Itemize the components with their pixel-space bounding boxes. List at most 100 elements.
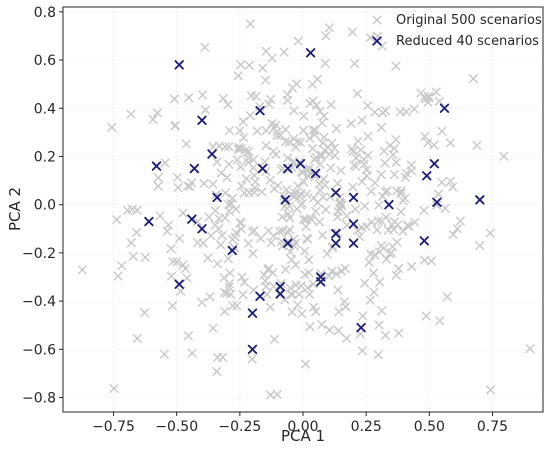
reduced-point xyxy=(212,192,222,203)
original-point xyxy=(314,217,324,227)
original-point xyxy=(372,225,382,235)
reduced-point xyxy=(189,163,200,174)
original-point xyxy=(292,137,302,147)
original-point xyxy=(249,187,259,197)
original-point xyxy=(301,215,311,225)
original-point xyxy=(212,366,222,376)
original-point xyxy=(223,100,233,110)
x-tick-label: −0.75 xyxy=(92,419,135,435)
original-point xyxy=(475,241,485,251)
reduced-point xyxy=(174,279,184,289)
original-point xyxy=(287,307,297,317)
original-point xyxy=(421,311,431,321)
original-point xyxy=(348,146,358,156)
original-point xyxy=(245,19,255,29)
original-point xyxy=(198,238,208,248)
x-axis-ticks: −0.75 −0.50 −0.25 0.00 0.25 0.50 0.75 xyxy=(92,412,508,435)
y-tick-label: −0.8 xyxy=(22,391,56,407)
original-point xyxy=(445,176,455,186)
original-point xyxy=(303,283,313,293)
original-point xyxy=(357,346,367,356)
original-point xyxy=(325,192,335,202)
original-point xyxy=(117,261,127,271)
original-point xyxy=(301,222,311,232)
original-point xyxy=(107,122,117,132)
original-point xyxy=(326,100,336,110)
original-point xyxy=(485,228,495,238)
original-point xyxy=(178,208,188,218)
original-point xyxy=(309,302,319,312)
original-point xyxy=(360,201,370,211)
original-point xyxy=(525,344,535,354)
original-point xyxy=(167,301,177,311)
original-point xyxy=(182,273,192,283)
y-tick-label: −0.4 xyxy=(22,294,56,310)
original-point xyxy=(181,139,191,149)
original-point xyxy=(232,301,242,311)
original-point xyxy=(330,151,340,161)
original-point xyxy=(394,264,404,274)
original-point xyxy=(311,206,321,216)
original-point xyxy=(321,205,331,215)
original-point xyxy=(169,94,179,104)
original-point xyxy=(291,260,301,270)
original-point xyxy=(333,285,343,295)
original-point xyxy=(234,142,244,152)
original-point xyxy=(286,290,296,300)
original-point xyxy=(153,181,163,191)
reduced-point xyxy=(283,238,293,248)
original-point xyxy=(364,257,374,267)
original-point xyxy=(132,228,142,238)
original-point xyxy=(184,93,194,103)
original-point xyxy=(159,349,169,359)
reduced-point xyxy=(475,195,485,205)
original-point xyxy=(331,124,341,134)
original-point xyxy=(327,138,337,148)
original-point xyxy=(376,170,386,180)
original-point xyxy=(395,107,405,117)
original-point xyxy=(155,211,165,221)
original-point xyxy=(206,231,216,241)
original-point xyxy=(224,142,234,152)
original-point xyxy=(434,96,444,106)
original-point xyxy=(339,297,349,307)
original-point xyxy=(244,60,254,70)
original-point xyxy=(380,158,390,168)
original-point xyxy=(435,316,445,326)
reduced-point xyxy=(275,281,285,292)
original-point xyxy=(318,230,328,240)
reduced-point xyxy=(255,291,265,301)
original-point xyxy=(109,384,119,394)
reduced-point xyxy=(174,60,184,70)
original-point xyxy=(173,183,183,193)
original-point xyxy=(163,220,173,230)
original-point xyxy=(302,233,312,243)
original-point xyxy=(203,253,213,263)
original-point xyxy=(366,249,376,259)
reduced-point xyxy=(331,228,341,239)
original-point xyxy=(392,186,402,196)
original-point xyxy=(379,243,389,253)
original-point xyxy=(281,264,291,274)
original-point xyxy=(237,272,247,282)
original-point xyxy=(123,205,133,215)
legend: Original 500 scenarios Reduced 40 scenar… xyxy=(372,13,542,49)
original-point xyxy=(248,163,258,173)
original-point xyxy=(318,138,328,148)
original-point xyxy=(359,154,369,164)
original-point xyxy=(220,188,230,198)
original-point xyxy=(391,157,401,167)
original-point xyxy=(314,179,324,189)
original-point xyxy=(269,231,279,241)
original-point xyxy=(381,212,391,222)
original-point xyxy=(312,74,322,84)
original-point xyxy=(248,227,258,237)
original-point xyxy=(322,249,332,259)
original-point xyxy=(434,189,444,199)
original-point xyxy=(238,290,248,300)
original-point xyxy=(148,114,158,124)
original-point xyxy=(180,264,190,274)
original-point xyxy=(272,130,282,140)
reduced-point xyxy=(439,103,450,113)
original-point xyxy=(379,146,389,156)
